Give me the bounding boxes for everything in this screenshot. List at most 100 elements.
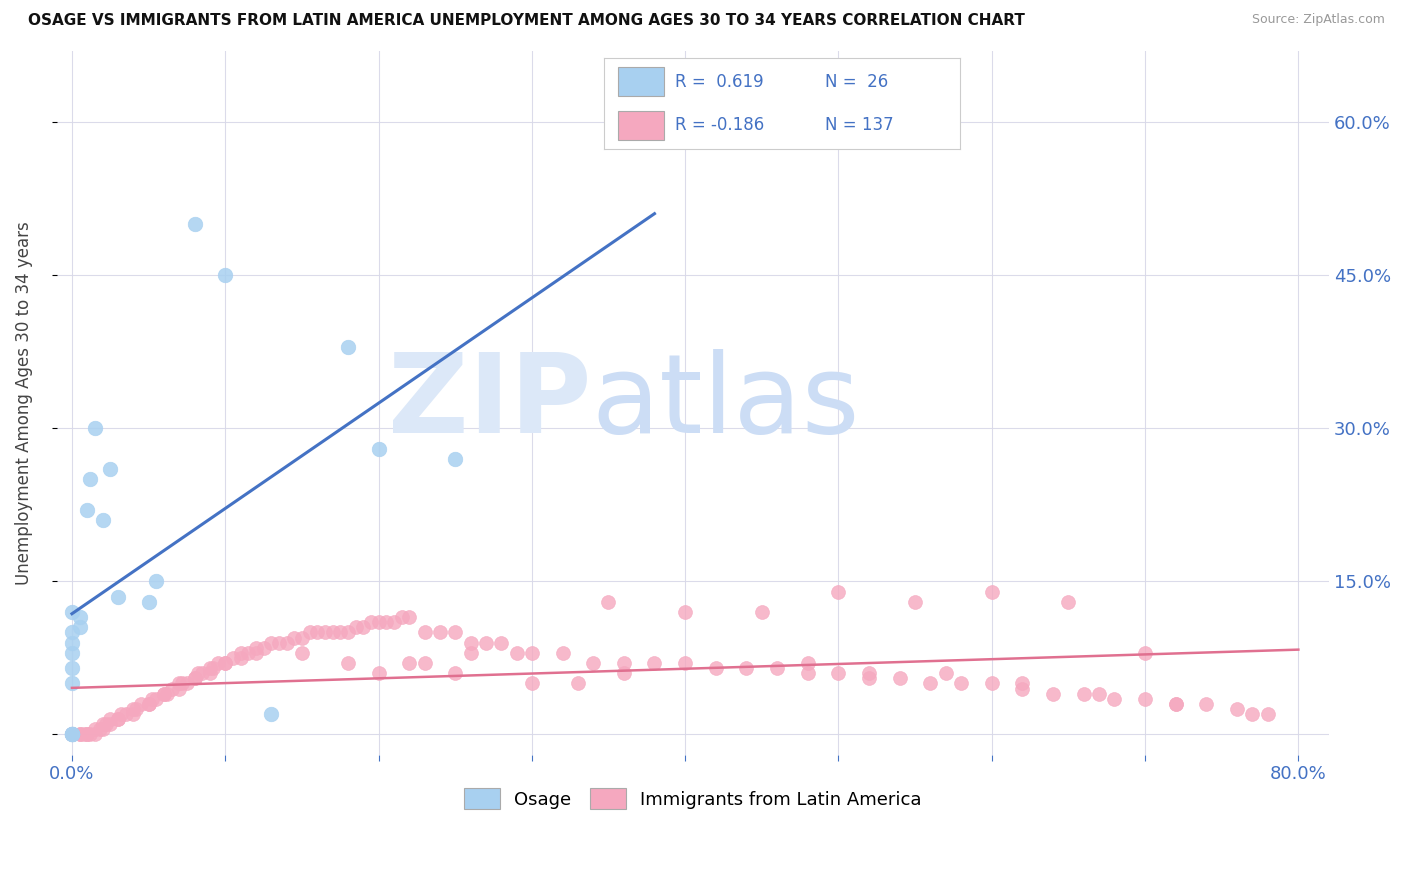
Point xyxy=(60,727,83,741)
Point xyxy=(1073,687,1095,701)
Point xyxy=(60,727,83,741)
Point xyxy=(336,656,359,670)
Point xyxy=(252,640,274,655)
Point xyxy=(91,717,114,731)
Point xyxy=(229,651,252,665)
Point xyxy=(110,707,132,722)
Point xyxy=(160,681,183,696)
Point xyxy=(69,620,91,634)
Point xyxy=(260,707,283,722)
Point xyxy=(797,666,820,681)
Point xyxy=(735,661,758,675)
Point xyxy=(336,625,359,640)
Point xyxy=(444,625,467,640)
Point xyxy=(79,727,101,741)
Point xyxy=(183,671,205,685)
Point xyxy=(191,666,214,681)
Point xyxy=(91,723,114,737)
Point xyxy=(60,676,83,690)
Point xyxy=(153,687,176,701)
Point xyxy=(98,717,121,731)
Point xyxy=(751,605,773,619)
Point xyxy=(69,727,91,741)
Point xyxy=(950,676,973,690)
Point xyxy=(60,727,83,741)
Point xyxy=(980,676,1002,690)
Point xyxy=(291,646,314,660)
Point xyxy=(138,697,160,711)
Point xyxy=(84,723,107,737)
Point xyxy=(1257,707,1279,722)
Point xyxy=(298,625,321,640)
Point xyxy=(107,590,129,604)
Point xyxy=(156,687,179,701)
Point xyxy=(260,635,283,649)
Point xyxy=(198,661,221,675)
Point xyxy=(73,727,96,741)
Point xyxy=(322,625,344,640)
Point xyxy=(858,671,880,685)
Point xyxy=(520,676,543,690)
Point xyxy=(60,605,83,619)
Point xyxy=(827,666,849,681)
Point xyxy=(567,676,589,690)
Point xyxy=(1088,687,1111,701)
Point xyxy=(107,712,129,726)
Point xyxy=(367,666,389,681)
Point xyxy=(214,656,236,670)
Point xyxy=(283,631,305,645)
Point xyxy=(60,727,83,741)
Point xyxy=(183,217,205,231)
Point xyxy=(766,661,789,675)
Point xyxy=(444,451,467,466)
Point xyxy=(582,656,605,670)
Point xyxy=(60,635,83,649)
Point xyxy=(489,635,512,649)
Point xyxy=(60,727,83,741)
Point xyxy=(367,615,389,630)
Point xyxy=(138,697,160,711)
Point xyxy=(60,727,83,741)
Point xyxy=(475,635,498,649)
Point xyxy=(229,646,252,660)
Point xyxy=(245,640,267,655)
Point xyxy=(329,625,352,640)
Point xyxy=(207,656,229,670)
Point xyxy=(167,676,190,690)
Point xyxy=(314,625,336,640)
Point xyxy=(1011,681,1033,696)
Point xyxy=(382,615,405,630)
Point xyxy=(245,646,267,660)
Y-axis label: Unemployment Among Ages 30 to 34 years: Unemployment Among Ages 30 to 34 years xyxy=(15,221,32,584)
Point xyxy=(138,595,160,609)
Point xyxy=(60,727,83,741)
Point xyxy=(613,666,636,681)
Point xyxy=(60,727,83,741)
Point xyxy=(889,671,911,685)
Point xyxy=(176,676,198,690)
Point xyxy=(76,727,98,741)
Point xyxy=(276,635,298,649)
Point xyxy=(98,712,121,726)
Point xyxy=(122,707,145,722)
Point xyxy=(201,661,224,675)
Point xyxy=(129,697,152,711)
Point xyxy=(172,676,194,690)
Point xyxy=(429,625,451,640)
Text: OSAGE VS IMMIGRANTS FROM LATIN AMERICA UNEMPLOYMENT AMONG AGES 30 TO 34 YEARS CO: OSAGE VS IMMIGRANTS FROM LATIN AMERICA U… xyxy=(28,13,1025,29)
Point xyxy=(673,656,696,670)
Text: Source: ZipAtlas.com: Source: ZipAtlas.com xyxy=(1251,13,1385,27)
Point xyxy=(125,702,148,716)
Point xyxy=(84,727,107,741)
Point xyxy=(94,717,117,731)
Point xyxy=(367,442,389,456)
Point xyxy=(336,340,359,354)
Point xyxy=(145,691,167,706)
Point xyxy=(60,727,83,741)
Point xyxy=(167,681,190,696)
Point xyxy=(60,625,83,640)
Point xyxy=(360,615,382,630)
Point xyxy=(84,421,107,435)
Point xyxy=(145,574,167,589)
Point xyxy=(1195,697,1218,711)
